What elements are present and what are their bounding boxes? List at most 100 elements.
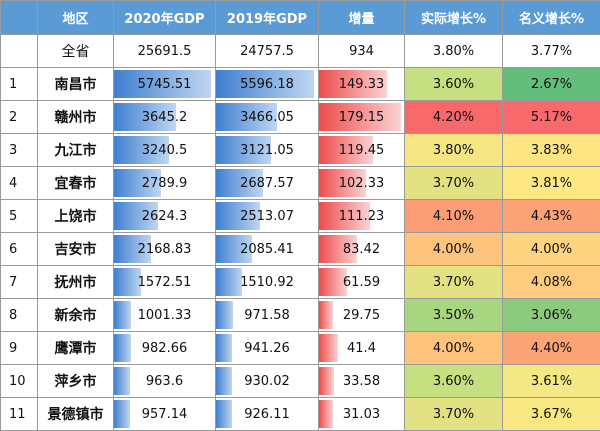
gdp2020-cell-bar	[114, 334, 131, 362]
nominal-growth-cell: 4.43%	[503, 200, 600, 233]
nominal-growth-cell: 3.83%	[503, 134, 600, 167]
gdp2020-cell: 2168.83	[114, 233, 216, 266]
increase-cell-value: 31.03	[343, 407, 380, 422]
gdp2020-cell-value: 2789.9	[142, 176, 188, 191]
row-index: 2	[1, 101, 38, 134]
gdp2020-cell-value: 963.6	[146, 374, 183, 389]
nominal-growth-cell: 4.40%	[503, 332, 600, 365]
increase-cell-bar	[319, 334, 338, 362]
row-index: 4	[1, 167, 38, 200]
row-index: 7	[1, 266, 38, 299]
real-growth-cell: 3.50%	[405, 299, 503, 332]
increase-cell-value: 111.23	[339, 209, 385, 224]
increase-cell: 83.42	[319, 233, 405, 266]
row-index: 1	[1, 68, 38, 101]
nominal-growth-cell: 2.67%	[503, 68, 600, 101]
gdp2019-cell-bar	[216, 367, 232, 395]
increase-cell: 179.15	[319, 101, 405, 134]
gdp2019-cell: 2513.07	[216, 200, 319, 233]
gdp2020-cell-value: 3645.2	[142, 110, 188, 125]
gdp2020-cell-value: 3240.5	[142, 143, 188, 158]
gdp2020-cell: 2624.3	[114, 200, 216, 233]
row-name: 景德镇市	[38, 398, 114, 431]
gdp2019-cell-value: 2513.07	[240, 209, 294, 224]
increase-cell: 119.45	[319, 134, 405, 167]
gdp2019-cell-bar	[216, 334, 232, 362]
gdp2020-cell: 957.14	[114, 398, 216, 431]
gdp2020-cell: 2789.9	[114, 167, 216, 200]
row-name: 萍乡市	[38, 365, 114, 398]
increase-cell-value: 179.15	[339, 110, 385, 125]
nominal-growth-cell: 3.06%	[503, 299, 600, 332]
gdp2020-cell-value: 5745.51	[138, 77, 192, 92]
row-name: 新余市	[38, 299, 114, 332]
total-gdp2019: 24757.5	[216, 35, 319, 68]
gdp2019-cell-bar	[216, 268, 242, 296]
increase-cell: 31.03	[319, 398, 405, 431]
gdp2019-cell-value: 926.11	[244, 407, 290, 422]
real-growth-cell: 3.70%	[405, 398, 503, 431]
gdp2019-cell-value: 2085.41	[240, 242, 294, 257]
increase-cell-value: 102.33	[339, 176, 385, 191]
gdp2019-cell-value: 1510.92	[240, 275, 294, 290]
gdp2019-cell: 1510.92	[216, 266, 319, 299]
row-name: 宜春市	[38, 167, 114, 200]
gdp2020-cell-bar	[114, 268, 141, 296]
gdp2020-cell-bar	[114, 367, 130, 395]
gdp2020-cell-value: 982.66	[142, 341, 188, 356]
real-growth-cell: 3.70%	[405, 266, 503, 299]
nominal-growth-cell: 5.17%	[503, 101, 600, 134]
gdp2019-cell: 941.26	[216, 332, 319, 365]
row-index: 6	[1, 233, 38, 266]
gdp2019-cell: 930.02	[216, 365, 319, 398]
gdp2020-cell-bar	[114, 400, 130, 428]
increase-cell: 149.33	[319, 68, 405, 101]
nominal-growth-cell: 4.00%	[503, 233, 600, 266]
gdp2020-cell: 3645.2	[114, 101, 216, 134]
gdp2019-cell-value: 5596.18	[240, 77, 294, 92]
total-name: 全省	[38, 35, 114, 68]
column-header: 地区	[38, 1, 114, 35]
gdp2020-cell-value: 957.14	[142, 407, 188, 422]
column-header: 增量	[319, 1, 405, 35]
gdp2019-cell: 3121.05	[216, 134, 319, 167]
nominal-growth-cell: 3.81%	[503, 167, 600, 200]
row-index: 10	[1, 365, 38, 398]
gdp2020-cell: 1572.51	[114, 266, 216, 299]
column-header: 实际增长%	[405, 1, 503, 35]
gdp2019-cell-value: 941.26	[244, 341, 290, 356]
gdp2019-cell-value: 3466.05	[240, 110, 294, 125]
gdp2019-cell: 2085.41	[216, 233, 319, 266]
row-index: 8	[1, 299, 38, 332]
gdp2019-cell-value: 930.02	[244, 374, 290, 389]
total-increase: 934	[319, 35, 405, 68]
row-index: 9	[1, 332, 38, 365]
gdp2019-cell-value: 2687.57	[240, 176, 294, 191]
column-header	[1, 1, 38, 35]
row-index: 3	[1, 134, 38, 167]
gdp2020-cell-value: 1572.51	[138, 275, 192, 290]
gdp2019-cell: 5596.18	[216, 68, 319, 101]
row-name: 吉安市	[38, 233, 114, 266]
column-header: 2019年GDP	[216, 1, 319, 35]
row-index: 5	[1, 200, 38, 233]
row-index: 11	[1, 398, 38, 431]
nominal-growth-cell: 4.08%	[503, 266, 600, 299]
real-growth-cell: 4.20%	[405, 101, 503, 134]
gdp2019-cell-value: 971.58	[244, 308, 290, 323]
gdp2020-cell: 963.6	[114, 365, 216, 398]
real-growth-cell: 3.60%	[405, 68, 503, 101]
gdp2020-cell-value: 2624.3	[142, 209, 188, 224]
increase-cell-bar	[319, 400, 333, 428]
gdp2019-cell-bar	[216, 400, 232, 428]
total-nominal-growth: 3.77%	[503, 35, 600, 68]
row-name: 抚州市	[38, 266, 114, 299]
